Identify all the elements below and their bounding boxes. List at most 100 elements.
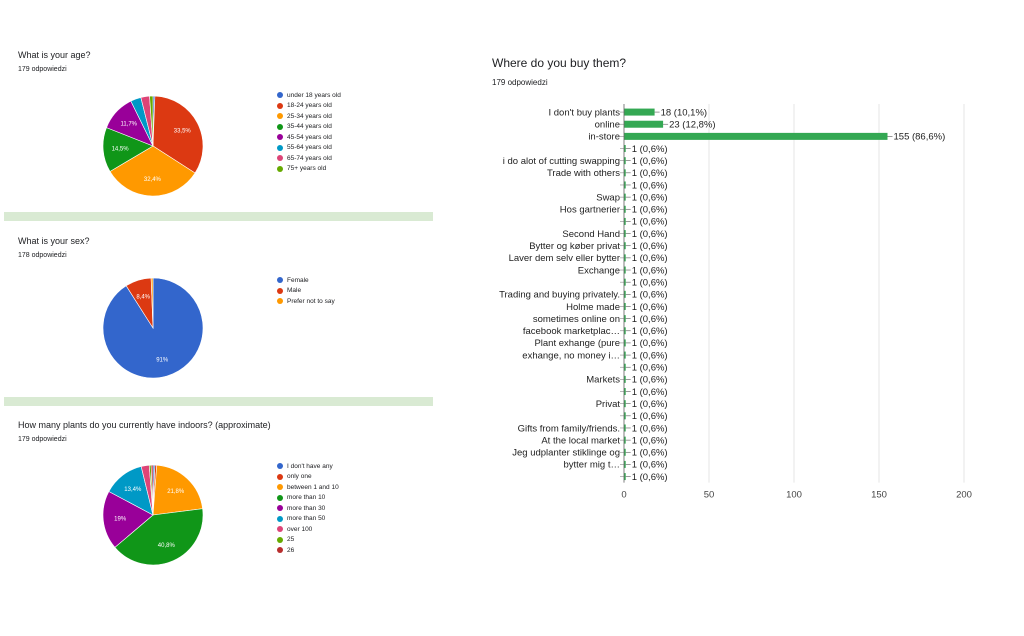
legend-item: Prefer not to say <box>277 296 335 307</box>
slice-label: 19% <box>114 517 127 523</box>
category-label: Gifts from family/friends. <box>518 423 620 434</box>
category-label: bytter mig t… <box>564 460 621 471</box>
category-label: Trade with others <box>547 168 620 179</box>
legend-swatch <box>277 505 283 512</box>
pie-chart-sex: 91% 8,4% <box>102 277 204 379</box>
value-label: 1 (0,6%) <box>632 363 668 374</box>
legend-label: between 1 and 10 <box>287 483 339 491</box>
bar <box>624 375 626 383</box>
slice-label: 21,8% <box>167 489 185 495</box>
category-label: Hos gartnerier <box>560 205 620 216</box>
pie-slice <box>149 95 154 147</box>
slice-label: 91% <box>156 358 169 364</box>
category-label: Jeg udplanter stiklinge og <box>512 448 620 459</box>
x-tick-label: 200 <box>956 490 972 501</box>
legend-label: Prefer not to say <box>287 297 335 305</box>
value-label: 1 (0,6%) <box>632 435 668 446</box>
category-label: Markets <box>586 375 620 386</box>
legend-label: Female <box>287 276 309 284</box>
bar <box>624 339 626 347</box>
legend-swatch <box>277 494 283 501</box>
category-label: Bytter og køber privat <box>529 241 620 252</box>
bar <box>624 193 626 201</box>
bar <box>624 436 626 444</box>
legend-label: more than 50 <box>287 515 326 523</box>
legend-item: more than 30 <box>277 503 339 514</box>
legend-label: I don't have any <box>287 462 333 470</box>
value-label: 1 (0,6%) <box>632 192 668 203</box>
category-label: Second Hand <box>562 229 620 240</box>
legend-sex: Female Male Prefer not to say <box>277 275 335 307</box>
value-label: 1 (0,6%) <box>632 411 668 422</box>
legend-swatch <box>277 155 283 162</box>
legend-swatch <box>277 484 283 491</box>
pie-slice <box>114 508 204 566</box>
pie-slice <box>152 464 203 516</box>
bar <box>624 145 626 153</box>
bar <box>624 460 626 468</box>
legend-label: 65-74 years old <box>287 154 332 162</box>
legend-label: Male <box>287 287 302 295</box>
value-label: 23 (12,8%) <box>669 120 715 131</box>
bar <box>624 242 626 250</box>
x-tick-label: 0 <box>621 490 626 501</box>
bar <box>624 400 626 408</box>
bar <box>624 351 626 359</box>
legend-swatch <box>277 298 283 305</box>
legend-item: 25 <box>277 535 339 546</box>
response-count-age: 179 odpowiedzi <box>18 66 67 73</box>
value-label: 1 (0,6%) <box>632 375 668 386</box>
value-label: 1 (0,6%) <box>632 144 668 155</box>
legend-label: under 18 years old <box>287 91 341 99</box>
value-label: 1 (0,6%) <box>632 229 668 240</box>
legend-swatch <box>277 113 283 120</box>
value-label: 18 (10,1%) <box>661 107 707 118</box>
legend-item: 45-54 years old <box>277 132 341 143</box>
pie-slice <box>102 491 154 548</box>
bar <box>624 473 626 481</box>
category-label: Holme made <box>566 302 620 313</box>
response-count-buy: 179 odpowiedzi <box>492 78 548 87</box>
legend-swatch <box>277 165 283 172</box>
section-divider <box>4 212 433 221</box>
bar <box>624 132 888 140</box>
value-label: 1 (0,6%) <box>632 326 668 337</box>
bar <box>624 363 626 371</box>
value-label: 1 (0,6%) <box>632 399 668 410</box>
slice-label: 8,4% <box>136 294 150 300</box>
category-label: I don't buy plants <box>548 107 620 118</box>
bar <box>624 412 626 420</box>
value-label: 1 (0,6%) <box>632 472 668 483</box>
bar <box>624 120 664 128</box>
legend-swatch <box>277 536 283 543</box>
legend-swatch <box>277 92 283 99</box>
legend-label: 75+ years old <box>287 165 327 173</box>
bar <box>624 327 626 335</box>
bar <box>624 157 626 165</box>
pie-chart-age: 33,5% 32,4% 14,5% 11,7% <box>102 95 204 197</box>
bar <box>624 424 626 432</box>
value-label: 1 (0,6%) <box>632 217 668 228</box>
question-title-plants: How many plants do you currently have in… <box>18 420 271 430</box>
question-title-sex: What is your sex? <box>18 236 90 246</box>
legend-swatch <box>277 144 283 151</box>
bar <box>624 217 626 225</box>
legend-item: over 100 <box>277 524 339 535</box>
legend-label: more than 10 <box>287 494 326 502</box>
category-label: exhange, no money i… <box>522 350 620 361</box>
legend-label: 26 <box>287 546 295 554</box>
legend-label: only one <box>287 473 312 481</box>
legend-item: more than 10 <box>277 493 339 504</box>
value-label: 1 (0,6%) <box>632 423 668 434</box>
value-label: 1 (0,6%) <box>632 350 668 361</box>
bar <box>624 169 626 177</box>
value-label: 1 (0,6%) <box>632 448 668 459</box>
x-tick-label: 100 <box>786 490 802 501</box>
x-tick-label: 50 <box>704 490 715 501</box>
value-label: 1 (0,6%) <box>632 241 668 252</box>
legend-swatch <box>277 473 283 480</box>
legend-label: over 100 <box>287 525 313 533</box>
bar <box>624 315 626 323</box>
legend-swatch <box>277 102 283 109</box>
slice-label: 32,4% <box>144 177 162 183</box>
